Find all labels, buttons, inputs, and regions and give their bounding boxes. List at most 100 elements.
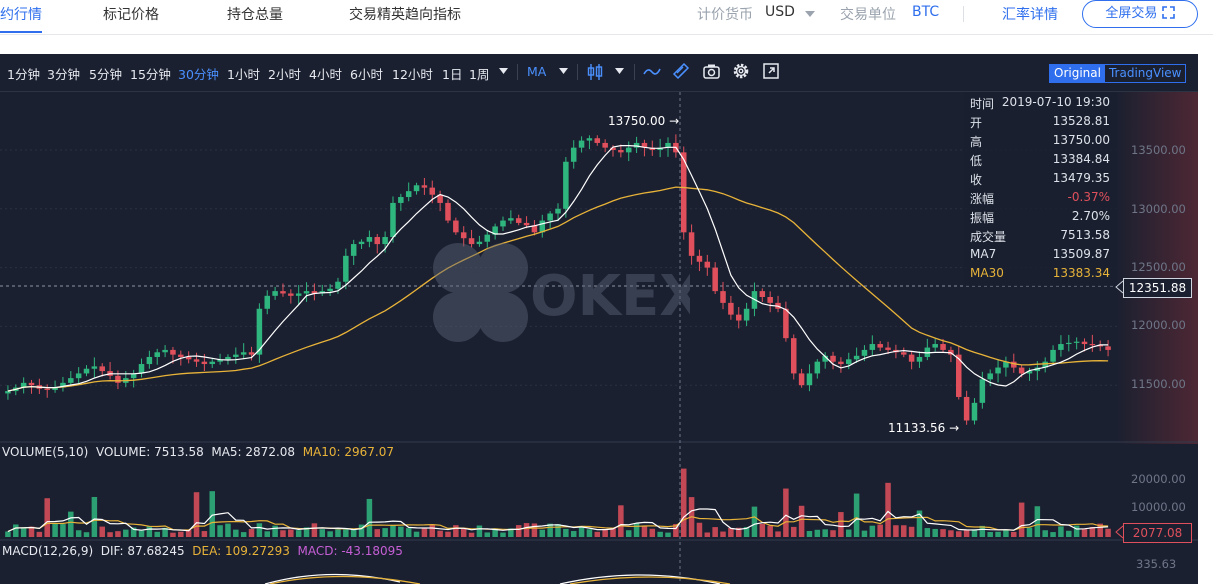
currency-select[interactable]: USD [765,4,795,20]
volume-bar [52,523,58,537]
candle-body [1011,361,1017,368]
volume-bar [578,527,585,537]
volume-bar [649,528,656,537]
volume-bar [1026,527,1033,537]
watermark-text: OKEX [530,264,690,329]
volume-bar [248,529,255,537]
interval-3m[interactable]: 3分钟 [47,67,80,82]
volume-bar [602,528,608,537]
info-value: 13383.34 [1052,266,1110,280]
drawing-tool-icon[interactable] [672,62,690,80]
volume-tag-arrow [1115,525,1124,539]
volume-bar [374,529,381,537]
interval-1w[interactable]: 1周 [469,67,490,82]
camera-icon[interactable] [703,63,720,79]
high-price-marker: 13750.00 → [608,114,680,128]
volume-indicator-name: VOLUME(5,10) [2,445,89,459]
interval-1d[interactable]: 1日 [442,67,463,82]
tab-elite-trend-indicator[interactable]: 交易精英趋向指标 [349,7,461,23]
info-key: 振幅 [970,211,995,225]
okex-watermark: OKEX [430,234,702,368]
interval-5m[interactable]: 5分钟 [89,67,122,82]
candle-body [248,352,255,355]
candle-body [421,185,428,188]
chevron-down-icon[interactable] [559,68,568,75]
candle-body [838,361,844,365]
candle-body [413,185,420,192]
candle-body [570,147,577,162]
interval-2h[interactable]: 2小时 [268,67,301,82]
kline-chart-panel[interactable]: 1分钟 3分钟 5分钟 15分钟 30分钟 1小时 2小时 4小时 6小时 12… [0,54,1198,584]
volume-bar [633,523,640,537]
interval-1m[interactable]: 1分钟 [7,67,40,82]
fullscreen-label: 全屏交易 [1105,6,1158,21]
info-value: 13528.81 [1052,114,1110,128]
candle-body [696,255,703,262]
volume-bar [893,525,899,537]
volume-bar [641,525,648,537]
info-value: 2019-07-10 19:30 [1001,95,1110,109]
volume-bar [350,528,357,537]
tab-mark-price[interactable]: 标记价格 [103,7,159,23]
volume-bar [979,525,986,537]
interval-15m[interactable]: 15分钟 [130,67,171,82]
candle-body [625,147,632,153]
chevron-down-icon[interactable] [804,9,816,19]
volume-axis-label: 10000.00 [1131,500,1186,514]
source-tradingview-button[interactable]: TradingView [1108,66,1182,80]
candle-body [280,291,286,294]
fullscreen-trade-button[interactable]: 全屏交易 [1082,0,1198,28]
candle-body [492,226,498,235]
candle-body [468,238,475,245]
candle-body [1042,361,1048,368]
macd-indicator-name: MACD(12,26,9) [2,544,94,558]
volume-bar [547,523,553,537]
candle-body [979,379,986,403]
gear-icon[interactable] [732,62,750,80]
active-tab-indicator [0,31,42,33]
volume-bar [743,527,750,537]
candle-body [460,232,467,239]
unit-value[interactable]: BTC [912,4,940,20]
exchange-rate-link[interactable]: 汇率详情 [1002,7,1058,23]
candle-body [940,344,946,350]
volume-bar [68,511,74,537]
candle-body [680,152,687,233]
volume-price-tag: 2077.08 [1123,523,1192,543]
candle-body [1097,345,1103,347]
volume-bar [272,525,278,537]
volume-bar [563,528,569,537]
volume-bar [170,532,176,537]
tab-contract-market[interactable]: 约行情 [0,7,42,23]
indicator-ma-select[interactable]: MA [527,64,547,79]
interval-30m[interactable]: 30分钟 [178,67,219,82]
volume-bar [201,531,208,537]
info-value: 13750.00 [1052,133,1110,147]
kline-chart-canvas[interactable] [0,54,1198,584]
info-row-low: 低 13384.84 [970,152,1110,171]
interval-1h[interactable]: 1小时 [227,67,260,82]
volume-bar [751,506,758,537]
interval-4h[interactable]: 4小时 [309,67,342,82]
line-chart-icon[interactable] [643,65,661,79]
expand-icon[interactable] [763,63,779,79]
candle-body [956,354,962,397]
volume-bar [775,531,781,537]
source-original-button[interactable]: Original [1050,65,1105,82]
volume-bar [539,529,546,537]
volume-bar [28,526,35,537]
macd-axis-label: 335.63 [1136,557,1177,571]
volume-bar [1003,529,1009,537]
interval-12h[interactable]: 12小时 [392,67,433,82]
fullscreen-icon [1161,6,1175,19]
candle-body [44,388,50,390]
candle-body [350,244,357,256]
interval-6h[interactable]: 6小时 [350,67,383,82]
chevron-down-icon[interactable] [499,68,508,75]
tab-open-interest[interactable]: 持仓总量 [227,7,283,23]
volume-bar [657,531,663,537]
candlestick-type-icon[interactable] [587,63,603,81]
chevron-down-icon[interactable] [615,68,624,75]
volume-bar [178,531,184,537]
volume-bar [476,525,483,537]
